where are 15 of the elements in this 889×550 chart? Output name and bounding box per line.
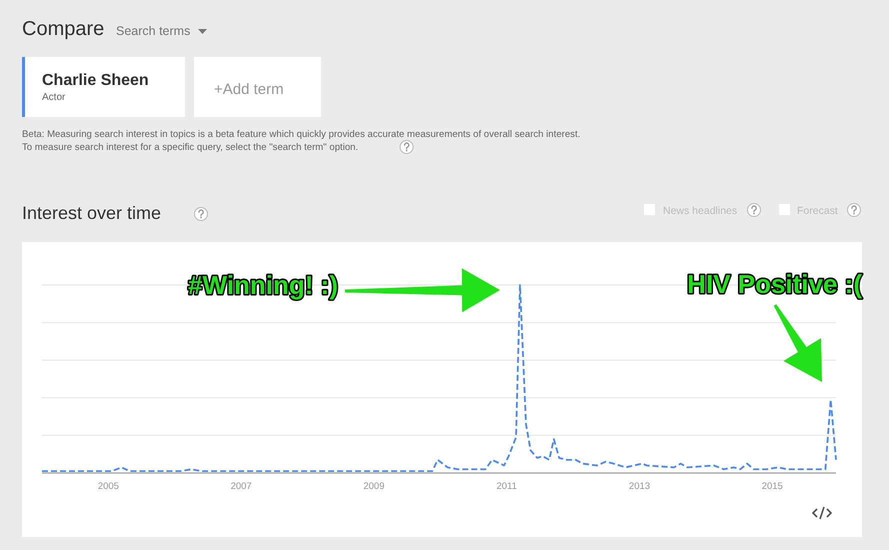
x-tick-label: 2013	[628, 481, 650, 492]
x-tick-label: 2005	[98, 481, 119, 492]
x-tick-label: 2007	[230, 481, 252, 492]
text: Charlie Sheen	[42, 72, 149, 89]
text: Compare	[22, 18, 104, 40]
text: +Add term	[214, 81, 284, 98]
annotation: HIV Positive :(	[687, 269, 862, 299]
text: Beta: Measuring search interest in topics is a beta feature which quickly provides accurate measurements of overall search interest. To measure search interest for a specific query, select the "search term" option.	[22, 129, 580, 153]
text: Search terms	[116, 24, 190, 38]
chart-title: Interest over time	[22, 203, 162, 223]
annotation: #Winning! :)	[188, 270, 338, 300]
x-tick-label: 2015	[762, 481, 783, 492]
text: Actor	[42, 92, 66, 103]
x-tick-label: 2009	[363, 481, 385, 492]
x-tick-label: 2011	[496, 481, 517, 492]
